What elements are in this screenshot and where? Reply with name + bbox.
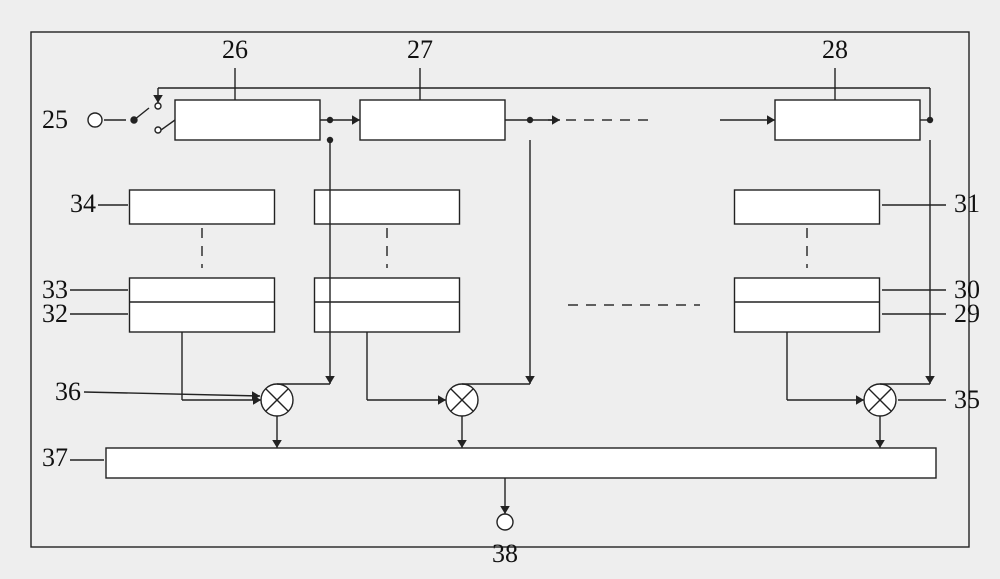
svg-text:26: 26 [222,35,248,64]
svg-text:38: 38 [492,539,518,568]
block-diagram: 2627282534313332302935373638 [0,0,1000,579]
svg-text:35: 35 [954,385,980,414]
svg-text:37: 37 [42,443,68,472]
svg-text:27: 27 [407,35,433,64]
svg-text:25: 25 [42,105,68,134]
svg-text:31: 31 [954,189,980,218]
svg-text:28: 28 [822,35,848,64]
svg-text:34: 34 [70,189,96,218]
svg-text:29: 29 [954,299,980,328]
svg-text:36: 36 [55,377,81,406]
svg-text:32: 32 [42,299,68,328]
